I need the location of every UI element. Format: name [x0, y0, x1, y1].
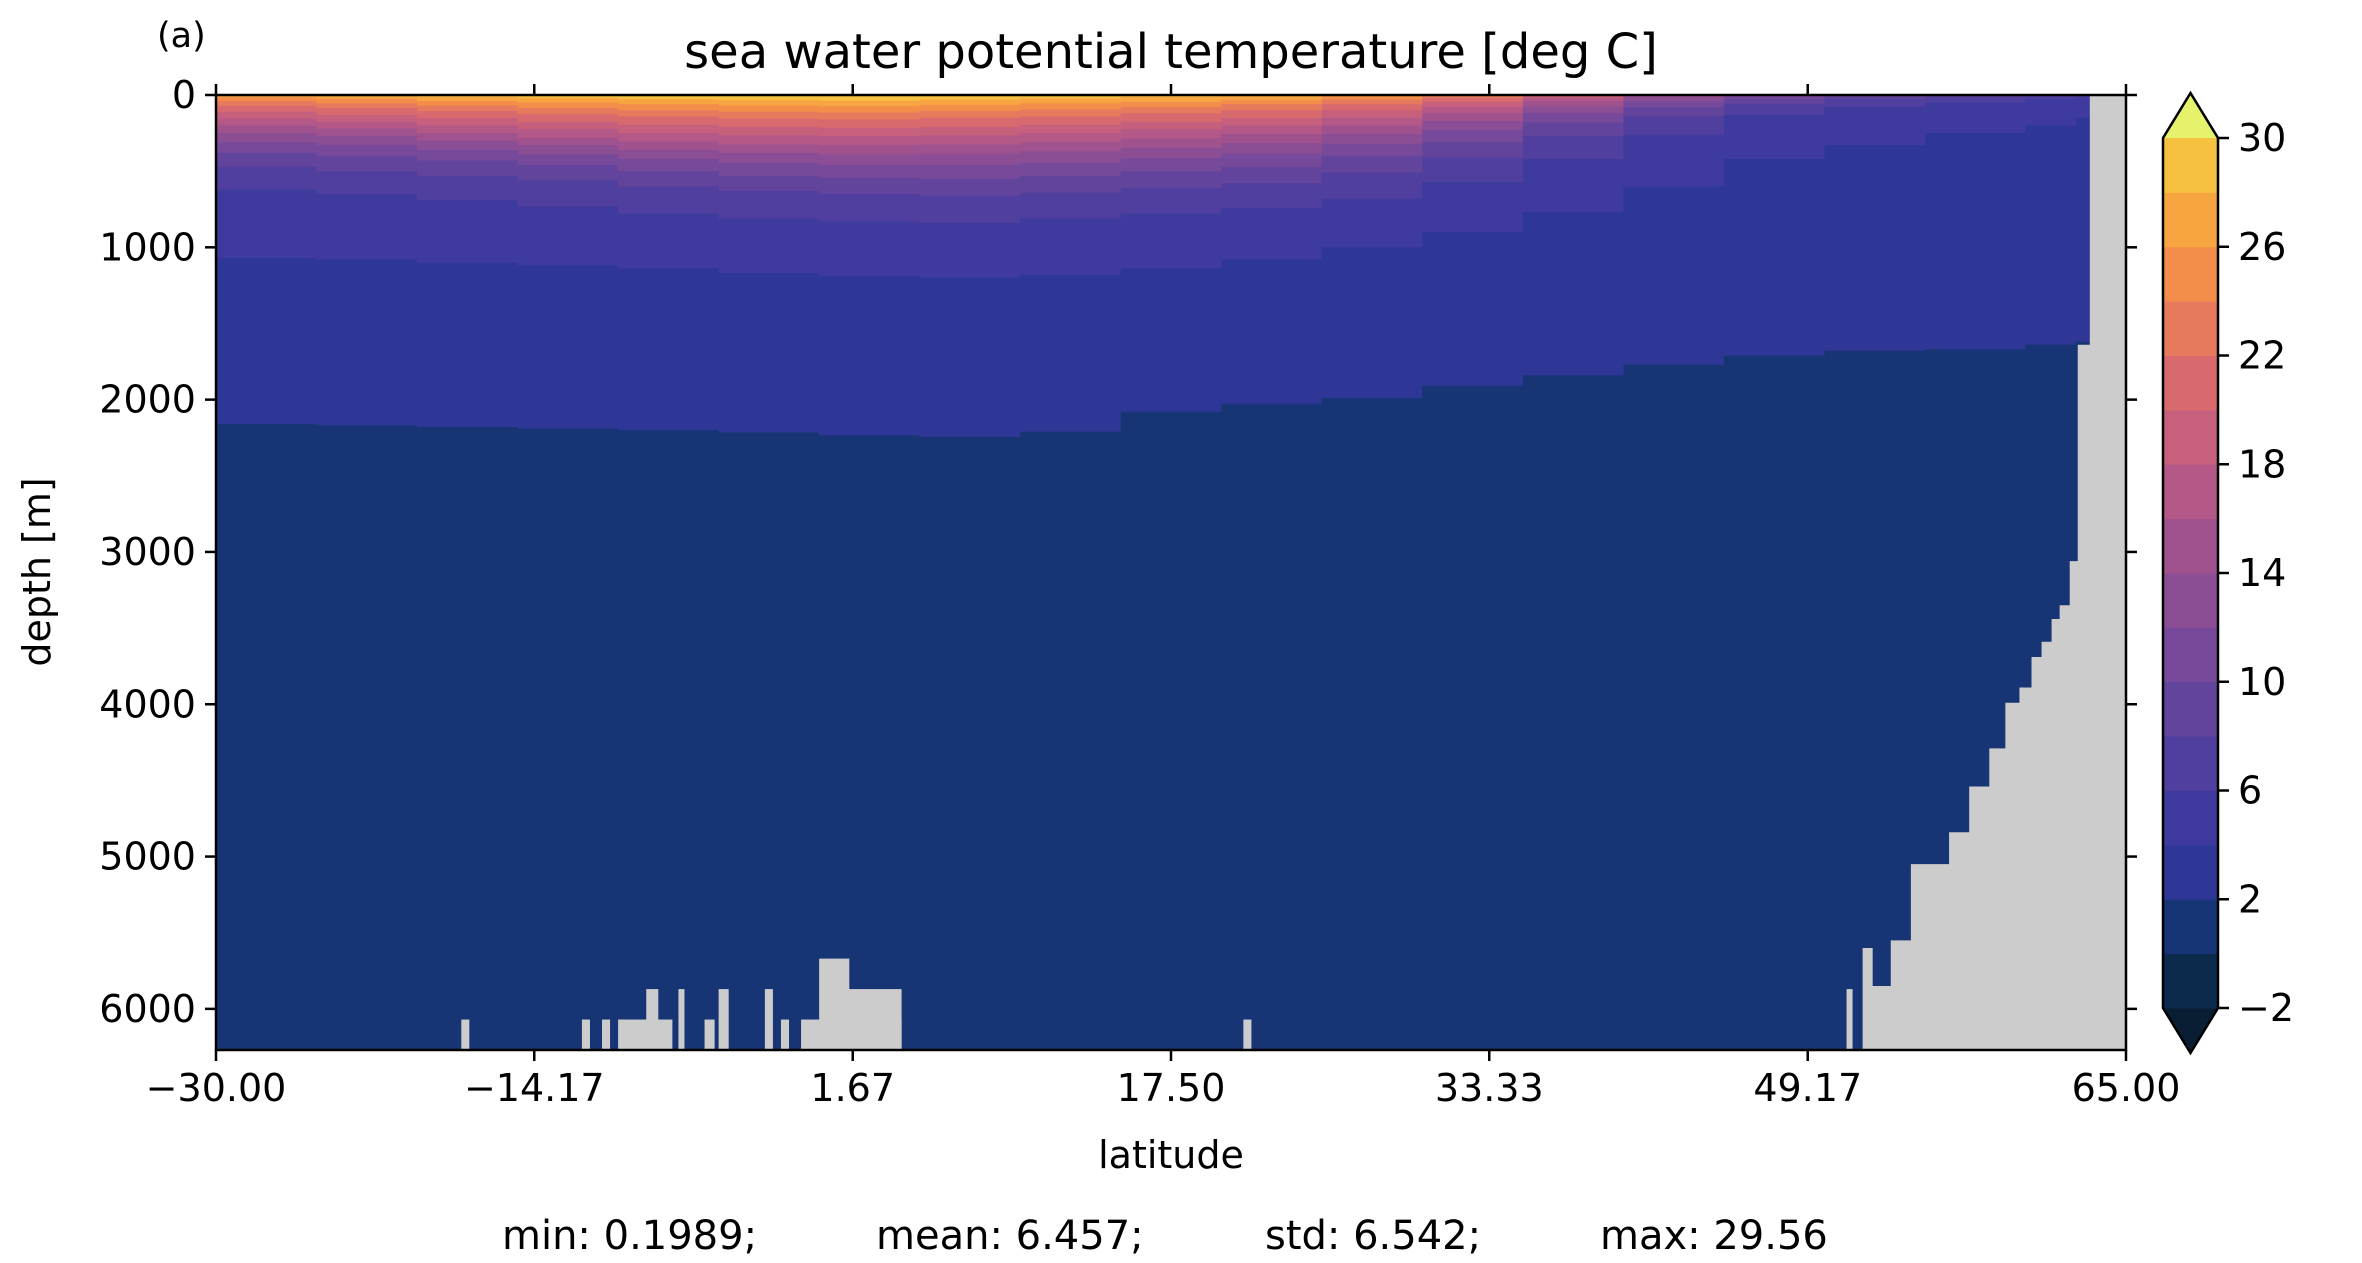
seafloor-spike — [764, 989, 773, 1050]
x-tick-label: −14.17 — [464, 1066, 605, 1110]
colorbar-extend-max — [2163, 93, 2218, 138]
colorbar-tick-label: 30 — [2238, 116, 2286, 160]
x-axis-label: latitude — [1098, 1133, 1244, 1177]
statistics-line: min: 0.1989; mean: 6.457; std: 6.542; ma… — [502, 1213, 1828, 1259]
colorbar-bin — [2163, 681, 2218, 737]
y-axis-label: depth [m] — [15, 477, 59, 666]
x-axis: −30.00 −14.17 1.67 17.50 33.33 49.17 65.00 — [146, 84, 2181, 1110]
colorbar-tick-label: 18 — [2238, 442, 2286, 486]
stat-mean: mean: 6.457; — [876, 1213, 1144, 1259]
seafloor-spike — [704, 1019, 715, 1050]
x-tick-label: 49.17 — [1753, 1066, 1862, 1110]
colorbar-bin — [2163, 736, 2218, 791]
y-axis: 0 1000 2000 3000 4000 5000 6000 — [99, 73, 2137, 1031]
colorbar-extend-min — [2163, 1008, 2218, 1053]
temperature-field — [216, 95, 2126, 1050]
colorbar-bin — [2163, 192, 2218, 248]
x-tick-label: 17.50 — [1117, 1066, 1226, 1110]
seafloor-spike — [1846, 989, 1853, 1050]
stat-std: std: 6.542; — [1265, 1213, 1481, 1259]
colorbar-bin — [2163, 899, 2218, 955]
seafloor-land — [1862, 95, 2126, 1050]
plot-area — [214, 93, 2128, 1052]
y-tick-label: 1000 — [99, 225, 196, 269]
colorbar-bin — [2163, 627, 2218, 683]
y-tick-label: 2000 — [99, 378, 196, 422]
colorbar-tick-label: 6 — [2238, 769, 2262, 813]
stat-min: min: 0.1989; — [502, 1213, 757, 1259]
seafloor-spike — [581, 1019, 590, 1050]
land-mask — [461, 95, 2126, 1050]
seafloor-spike — [602, 1019, 611, 1050]
y-tick-label: 3000 — [99, 530, 196, 574]
colorbar-bin — [2163, 573, 2218, 628]
x-tick-label: −30.00 — [146, 1066, 287, 1110]
x-tick-label: 1.67 — [810, 1066, 895, 1110]
panel-label: (a) — [157, 16, 206, 56]
y-tick-label: 4000 — [99, 682, 196, 726]
colorbar-tick-label: 26 — [2238, 225, 2286, 269]
seafloor-spike — [718, 989, 729, 1050]
x-tick-label: 33.33 — [1435, 1066, 1544, 1110]
stat-max: max: 29.56 — [1600, 1213, 1828, 1259]
colorbar-bin — [2163, 246, 2218, 302]
colorbar-tick-label: 2 — [2238, 877, 2262, 921]
x-tick-label: 65.00 — [2072, 1066, 2181, 1110]
colorbar-bin — [2163, 844, 2218, 900]
colorbar-tick-label: −2 — [2238, 986, 2294, 1030]
colorbar-bin — [2163, 518, 2218, 574]
y-tick-label: 5000 — [99, 835, 196, 879]
seafloor-spike — [678, 989, 685, 1050]
y-tick-label: 6000 — [99, 987, 196, 1031]
chart-title: sea water potential temperature [deg C] — [684, 24, 1658, 80]
seafloor-spike — [461, 1019, 470, 1050]
colorbar-bin — [2163, 409, 2218, 465]
seafloor-spike — [1243, 1019, 1252, 1050]
colorbar-bin — [2163, 138, 2218, 193]
colorbar-bin — [2163, 355, 2218, 411]
colorbar-tick-label: 10 — [2238, 660, 2286, 704]
y-tick-label: 0 — [172, 73, 196, 117]
colorbar-bin — [2163, 464, 2218, 520]
seafloor-spike — [780, 1019, 789, 1050]
temperature-band-28-and-warmer — [216, 95, 2126, 101]
colorbar-tick-label: 22 — [2238, 334, 2286, 378]
colorbar-bin — [2163, 953, 2218, 1009]
seafloor-spike — [839, 989, 902, 1050]
colorbar-tick-label: 14 — [2238, 551, 2286, 595]
colorbar-bin — [2163, 790, 2218, 846]
seafloor-spike — [646, 989, 659, 1050]
colorbar-bin — [2163, 301, 2218, 356]
seafloor-spike — [618, 1019, 673, 1050]
